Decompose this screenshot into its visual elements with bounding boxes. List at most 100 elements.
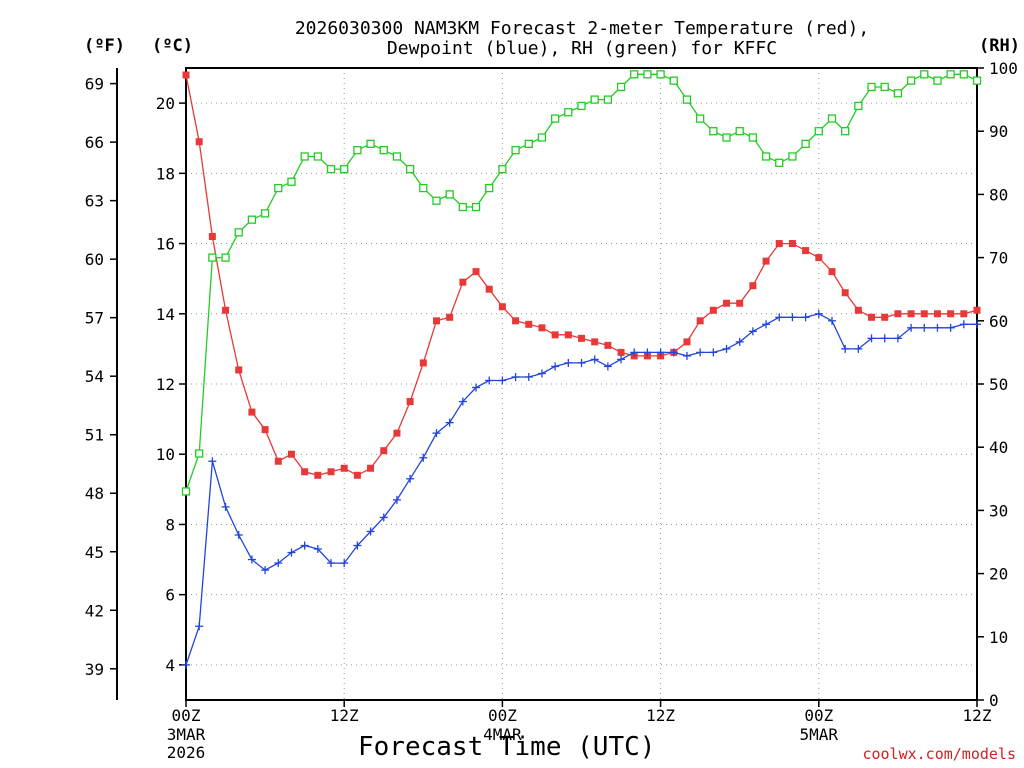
rh-point (471, 202, 481, 212)
rh-point (827, 114, 837, 123)
rh-point (722, 133, 731, 142)
dewpoint-point (195, 622, 204, 631)
temperature-point (920, 310, 928, 318)
dewpoint-point (419, 453, 428, 462)
rh-tick-label: 70 (989, 249, 1008, 268)
dewpoint-point (841, 344, 850, 353)
rh-point (326, 164, 336, 174)
dewpoint-point (366, 527, 375, 536)
temperature-point (287, 450, 295, 458)
x-tick-label: 00Z (804, 706, 833, 725)
rh-point (366, 139, 375, 148)
rh-point (643, 70, 652, 79)
rh-point (458, 202, 468, 212)
x-tick-label: 12Z (963, 706, 992, 725)
fahrenheit-tick-label: 48 (85, 484, 104, 503)
fahrenheit-tick-label: 42 (85, 601, 104, 620)
rh-point (590, 95, 599, 104)
rh-point (379, 146, 388, 155)
rh-tick-label: 90 (989, 122, 1008, 141)
rh-tick-label: 80 (989, 185, 1008, 204)
rh-point (234, 228, 243, 237)
dewpoint-point (696, 348, 705, 357)
temperature-point (446, 313, 454, 321)
x-tick-date-label: 5MAR (800, 725, 839, 744)
temperature-point (617, 348, 625, 356)
dewpoint-point (643, 348, 652, 357)
rh-point (933, 76, 942, 85)
temperature-point (828, 268, 836, 276)
dewpoint-point (564, 358, 573, 367)
dewpoint-point (379, 513, 388, 522)
temperature-point (578, 334, 585, 342)
dewpoint-point (208, 457, 217, 466)
rh-point (696, 114, 705, 123)
rh-point (669, 76, 678, 85)
temperature-point (854, 306, 862, 314)
temperature-point (314, 471, 322, 479)
rh-tick-label: 40 (989, 438, 1008, 457)
temperature-point (340, 464, 348, 472)
rh-point (485, 183, 494, 193)
temperature-point (538, 324, 546, 332)
dewpoint-point (392, 495, 401, 504)
temperature-point (775, 240, 783, 248)
temperature-point (683, 338, 691, 346)
dewpoint-point (682, 351, 691, 360)
fahrenheit-tick-label: 39 (85, 660, 104, 679)
temperature-point (788, 240, 796, 248)
dewpoint-point (524, 372, 533, 381)
temperature-point (512, 317, 520, 325)
x-tick-label: 12Z (646, 706, 675, 725)
fahrenheit-tick-label: 57 (85, 309, 104, 328)
rh-point (274, 183, 283, 193)
rh-point (880, 82, 889, 92)
rh-point (972, 76, 982, 85)
rh-point (775, 158, 784, 167)
rh-point (788, 152, 797, 161)
temperature-point (604, 341, 612, 349)
rh-point (247, 215, 257, 224)
temperature-point (459, 278, 467, 286)
rh-point (537, 133, 547, 142)
rh-tick-label: 0 (989, 691, 999, 710)
dewpoint-point (775, 313, 784, 322)
temperature-point (393, 429, 401, 437)
dewpoint-point (709, 348, 718, 357)
celsius-tick-label: 4 (165, 656, 175, 675)
dewpoint-point (920, 323, 929, 332)
rh-point (630, 70, 639, 79)
dewpoint-point (498, 376, 507, 385)
dewpoint-point (814, 309, 823, 318)
temperature-point (406, 398, 414, 406)
rh-point (405, 164, 415, 174)
temperature-point (749, 282, 757, 290)
rh-point (550, 114, 560, 123)
rh-point (511, 146, 520, 155)
temperature-point (841, 289, 849, 297)
dewpoint-point (617, 355, 626, 364)
rh-point (564, 108, 573, 117)
dewpoint-point (577, 358, 586, 367)
temperature-point (274, 457, 282, 465)
dewpoint-point (261, 566, 270, 575)
temperature-point (551, 331, 559, 339)
fahrenheit-tick-label: 45 (85, 543, 104, 562)
dewpoint-point (406, 474, 415, 483)
dewpoint-point (234, 530, 243, 539)
celsius-tick-label: 6 (165, 586, 175, 605)
celsius-tick-label: 14 (156, 305, 175, 324)
rh-point (524, 139, 533, 148)
temperature-point (327, 468, 335, 476)
rh-point (392, 152, 402, 161)
x-tick-label: 12Z (330, 706, 359, 725)
temperature-point (815, 254, 823, 262)
temperature-point (248, 408, 256, 416)
rh-point (260, 209, 270, 218)
rh-point (682, 95, 692, 104)
celsius-unit-label: (ºC) (152, 36, 193, 56)
dewpoint-point (854, 344, 863, 353)
temperature-point (195, 138, 203, 146)
rh-tick-label: 50 (989, 375, 1008, 394)
rh-point (445, 190, 454, 199)
